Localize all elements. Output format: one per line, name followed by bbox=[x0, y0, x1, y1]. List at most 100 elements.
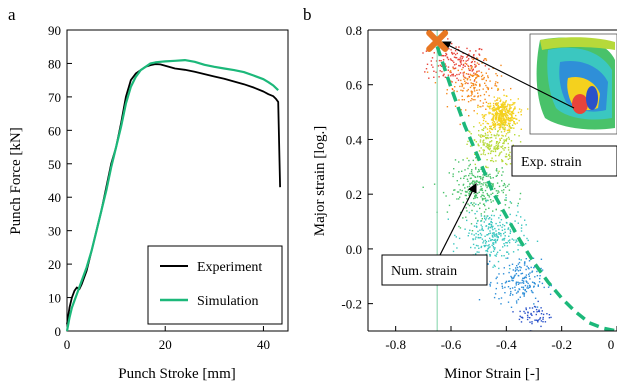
scatter-point bbox=[468, 130, 470, 132]
scatter-point bbox=[513, 122, 515, 125]
scatter-point bbox=[515, 114, 517, 117]
scatter-point bbox=[476, 226, 478, 228]
scatter-point bbox=[507, 142, 509, 145]
scatter-point bbox=[494, 239, 496, 242]
scatter-point bbox=[504, 235, 506, 237]
scatter-point bbox=[460, 59, 462, 61]
scatter-point bbox=[519, 315, 521, 317]
scatter-point bbox=[433, 52, 435, 54]
scatter-point bbox=[487, 146, 489, 148]
scatter-point bbox=[472, 243, 475, 246]
scatter-point bbox=[537, 285, 539, 287]
scatter-point bbox=[503, 125, 506, 127]
scatter-point bbox=[505, 101, 507, 103]
scatter-point bbox=[512, 251, 515, 253]
scatter-point bbox=[488, 194, 490, 197]
scatter-point bbox=[533, 286, 535, 288]
scatter-point bbox=[470, 82, 472, 84]
scatter-point bbox=[499, 100, 501, 103]
scatter-point bbox=[458, 99, 460, 101]
scatter-point bbox=[496, 182, 499, 184]
scatter-point bbox=[492, 183, 494, 186]
scatter-point bbox=[490, 134, 493, 136]
scatter-point bbox=[493, 248, 496, 251]
scatter-point bbox=[481, 199, 484, 201]
scatter-point bbox=[507, 227, 510, 229]
scatter-point bbox=[448, 172, 450, 174]
scatter-point bbox=[479, 229, 481, 231]
scatter-point bbox=[492, 243, 495, 246]
scatter-point bbox=[518, 282, 521, 284]
scatter-point bbox=[537, 320, 539, 322]
scatter-point bbox=[424, 71, 426, 73]
scatter-point bbox=[485, 241, 488, 243]
scatter-point bbox=[466, 157, 468, 159]
scatter-point bbox=[498, 170, 500, 173]
scatter-point bbox=[495, 115, 497, 117]
scatter-point bbox=[518, 258, 520, 260]
scatter-point bbox=[501, 124, 503, 126]
scatter-point bbox=[487, 137, 489, 140]
scatter-point bbox=[506, 245, 509, 247]
scatter-point bbox=[497, 195, 499, 197]
scatter-point bbox=[451, 42, 453, 45]
scatter-point bbox=[489, 106, 491, 108]
scatter-point bbox=[512, 311, 514, 313]
scatter-point bbox=[479, 232, 482, 235]
scatter-point bbox=[445, 52, 447, 55]
scatter-point bbox=[485, 208, 487, 211]
scatter-point bbox=[481, 129, 483, 131]
scatter-point bbox=[501, 117, 503, 119]
scatter-point bbox=[478, 89, 481, 91]
scatter-point bbox=[482, 116, 484, 118]
scatter-point bbox=[473, 88, 475, 90]
scatter-point bbox=[497, 144, 499, 146]
y-tick-label: 0 bbox=[55, 324, 62, 339]
scatter-point bbox=[470, 170, 473, 173]
scatter-point bbox=[503, 142, 505, 144]
scatter-point bbox=[517, 298, 520, 301]
scatter-point bbox=[527, 287, 529, 289]
scatter-point bbox=[505, 107, 508, 110]
scatter-point bbox=[466, 79, 469, 81]
scatter-point bbox=[430, 60, 432, 62]
scatter-point bbox=[525, 258, 527, 260]
scatter-point bbox=[478, 237, 480, 239]
scatter-point bbox=[500, 99, 502, 101]
scatter-point bbox=[539, 277, 541, 280]
scatter-point bbox=[480, 213, 482, 215]
scatter-point bbox=[527, 108, 529, 110]
scatter-point bbox=[533, 303, 535, 305]
scatter-point bbox=[440, 60, 442, 62]
scatter-point bbox=[498, 105, 500, 108]
scatter-point bbox=[470, 177, 472, 179]
scatter-point bbox=[499, 128, 501, 131]
scatter-point bbox=[501, 116, 503, 118]
scatter-point bbox=[486, 143, 488, 145]
scatter-point bbox=[487, 215, 489, 217]
scatter-point bbox=[489, 112, 492, 114]
scatter-point bbox=[480, 177, 482, 179]
scatter-point bbox=[488, 112, 490, 115]
scatter-point bbox=[504, 228, 506, 231]
scatter-point bbox=[523, 264, 526, 266]
scatter-point bbox=[465, 63, 468, 65]
scatter-point bbox=[469, 193, 471, 195]
scatter-point bbox=[514, 107, 516, 110]
scatter-point bbox=[482, 122, 484, 125]
scatter-point bbox=[499, 110, 502, 112]
scatter-point bbox=[471, 70, 473, 72]
scatter-point bbox=[465, 109, 467, 111]
scatter-point bbox=[473, 90, 476, 92]
scatter-point bbox=[503, 182, 505, 185]
scatter-point bbox=[466, 95, 469, 98]
scatter-point bbox=[515, 214, 518, 217]
scatter-point bbox=[485, 84, 487, 87]
scatter-point bbox=[476, 222, 478, 225]
scatter-point bbox=[498, 298, 500, 300]
scatter-point bbox=[503, 118, 505, 120]
scatter-point bbox=[520, 109, 523, 111]
scatter-point bbox=[454, 234, 456, 237]
scatter-point bbox=[493, 126, 495, 129]
